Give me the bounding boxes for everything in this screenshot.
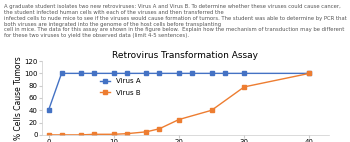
Virus B xyxy=(92,133,96,135)
Virus B xyxy=(125,133,129,134)
Line: Virus A: Virus A xyxy=(47,72,311,112)
Virus A xyxy=(92,73,96,74)
Virus A xyxy=(112,73,116,74)
Virus A xyxy=(125,73,129,74)
Virus B xyxy=(60,134,64,136)
Virus A xyxy=(242,73,246,74)
Virus A xyxy=(144,73,148,74)
Virus A xyxy=(79,73,83,74)
Virus B xyxy=(47,134,51,136)
Virus B xyxy=(112,133,116,135)
Legend: Virus A, Virus B: Virus A, Virus B xyxy=(97,75,143,99)
Virus A xyxy=(177,73,181,74)
Virus A xyxy=(157,73,161,74)
Virus B xyxy=(79,134,83,136)
Virus B xyxy=(177,119,181,120)
Virus B xyxy=(157,128,161,130)
Virus B xyxy=(242,86,246,88)
Virus B xyxy=(144,131,148,133)
Line: Virus B: Virus B xyxy=(47,72,311,137)
Virus B xyxy=(210,109,214,111)
Y-axis label: % Cells Cause Tumors: % Cells Cause Tumors xyxy=(14,56,23,140)
Virus A xyxy=(307,73,312,74)
Virus A xyxy=(223,73,227,74)
Virus A xyxy=(190,73,194,74)
Virus B xyxy=(307,73,312,74)
Virus A xyxy=(210,73,214,74)
Text: A graduate student isolates two new retroviruses: Virus A and Virus B. To determ: A graduate student isolates two new retr… xyxy=(4,4,346,38)
Title: Retrovirus Transformation Assay: Retrovirus Transformation Assay xyxy=(112,51,259,60)
Virus A xyxy=(47,109,51,111)
Virus A xyxy=(60,73,64,74)
